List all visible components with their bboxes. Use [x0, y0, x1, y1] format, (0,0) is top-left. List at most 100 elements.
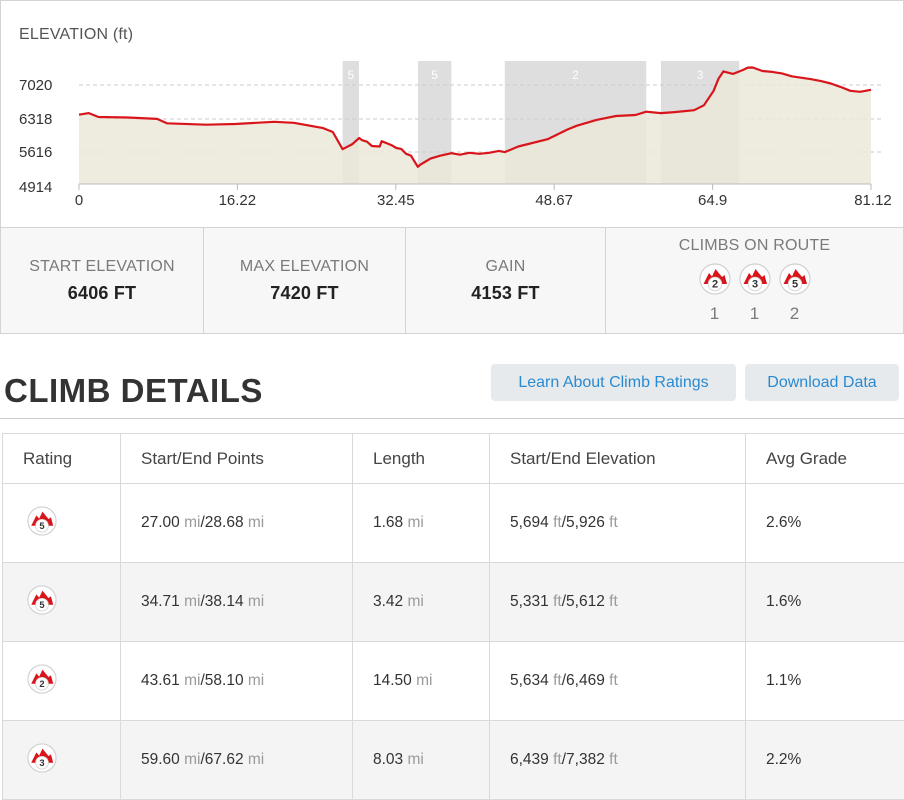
table-row[interactable]: 5 34.71 mi/38.14 mi 3.42 mi 5,331 ft/5,612 …	[2, 562, 904, 642]
climb-details-table: Rating Start/End Points Length Start/End…	[2, 433, 904, 800]
climb-category-icon: 5	[778, 263, 811, 300]
col-header-avg-grade[interactable]: Avg Grade	[745, 433, 904, 484]
col-header-rating[interactable]: Rating	[2, 433, 121, 484]
end-elevation: 7,382	[566, 751, 605, 768]
dist-unit: mi	[403, 593, 424, 610]
svg-text:5: 5	[39, 600, 44, 610]
climb-band-label: 5	[347, 68, 354, 82]
climb-band-label: 5	[431, 68, 438, 82]
elevation-chart: ELEVATION (ft) 5 5 2 3 7020 6318 5616 4914 0 16.…	[19, 26, 892, 209]
svg-text:2: 2	[711, 279, 717, 291]
avg-grade-cell: 1.1%	[745, 641, 904, 721]
svg-text:3: 3	[39, 758, 44, 768]
table-row[interactable]: 5 27.00 mi/28.68 mi 1.68 mi 5,694 ft/5,926 …	[2, 483, 904, 563]
climb-category-icon: 5	[27, 584, 57, 620]
elevation-area	[79, 67, 871, 184]
svg-text:2: 2	[39, 679, 44, 689]
max-elevation-stat: MAX ELEVATION 7420 FT	[204, 228, 406, 333]
start-point: 43.61	[141, 672, 180, 689]
dist-unit: mi	[411, 672, 433, 689]
dist-unit: mi	[179, 514, 201, 531]
length-value: 14.50	[373, 672, 412, 689]
dist-unit: mi	[243, 593, 265, 610]
start-point: 34.71	[141, 593, 180, 610]
chart-title: ELEVATION (ft)	[19, 26, 133, 43]
dist-unit: mi	[243, 514, 265, 531]
table-row[interactable]: 3 59.60 mi/67.62 mi 8.03 mi 6,439 ft/7,382 …	[2, 720, 904, 800]
gain-value: 4153 FT	[471, 282, 540, 303]
max-elevation-value: 7420 FT	[270, 282, 339, 303]
elev-unit: ft	[548, 751, 562, 768]
dist-unit: mi	[179, 593, 201, 610]
elev-unit: ft	[548, 672, 562, 689]
y-tick-label: 4914	[19, 179, 52, 196]
climb-category-icon: 3	[27, 742, 57, 778]
dist-unit: mi	[243, 672, 265, 689]
start-elevation: 6,439	[510, 751, 549, 768]
length-value: 3.42	[373, 593, 404, 610]
table-row[interactable]: 2 43.61 mi/58.10 mi 14.50 mi 5,634 ft/6,469…	[2, 641, 904, 721]
start-point: 59.60	[141, 751, 180, 768]
col-header-length[interactable]: Length	[352, 433, 490, 484]
y-tick-label: 6318	[19, 111, 52, 128]
elev-unit: ft	[604, 514, 618, 531]
length-value: 8.03	[373, 751, 404, 768]
download-data-button[interactable]: Download Data	[745, 364, 899, 401]
start-end-points-cell: 27.00 mi/28.68 mi	[120, 483, 353, 563]
end-point: 38.14	[204, 593, 244, 610]
length-cell: 14.50 mi	[352, 641, 490, 721]
rating-cell: 2	[2, 641, 121, 721]
start-elevation: 5,634	[510, 672, 549, 689]
learn-climb-ratings-button[interactable]: Learn About Climb Ratings	[491, 364, 736, 401]
rating-cell: 3	[2, 720, 121, 800]
start-elevation-stat: START ELEVATION 6406 FT	[1, 228, 204, 333]
climb-category-icon: 2	[27, 663, 57, 699]
start-elevation: 5,331	[510, 593, 549, 610]
gain-label: GAIN	[485, 257, 526, 275]
col-header-start-end-points[interactable]: Start/End Points	[120, 433, 353, 484]
elev-unit: ft	[604, 593, 618, 610]
end-elevation: 5,926	[566, 514, 605, 531]
x-tick-label: 64.9	[698, 192, 727, 209]
start-end-points-cell: 59.60 mi/67.62 mi	[120, 720, 353, 800]
climb-category-icon: 5	[27, 505, 57, 541]
start-elevation-value: 6406 FT	[67, 282, 137, 303]
elevation-line	[78, 66, 872, 168]
section-divider	[0, 418, 904, 419]
dist-unit: mi	[243, 751, 265, 768]
dist-unit: mi	[179, 672, 201, 689]
end-point: 58.10	[204, 672, 244, 689]
start-point: 27.00	[141, 514, 180, 531]
gain-stat: GAIN 4153 FT	[406, 228, 606, 333]
start-elevation: 5,694	[510, 514, 549, 531]
svg-text:5: 5	[39, 521, 44, 531]
table-header-row: Rating Start/End Points Length Start/End…	[2, 433, 904, 484]
col-header-start-end-elevation[interactable]: Start/End Elevation	[489, 433, 746, 484]
avg-grade-cell: 2.6%	[745, 483, 904, 563]
dist-unit: mi	[179, 751, 201, 768]
avg-grade-cell: 1.6%	[745, 562, 904, 642]
x-tick-label: 0	[75, 192, 83, 209]
max-elevation-label: MAX ELEVATION	[239, 257, 370, 275]
rating-cell: 5	[2, 562, 121, 642]
elevation-chart-panel: ELEVATION (ft) 5 5 2 3 7020 6318 5616 4914 0 16.…	[0, 0, 904, 228]
start-end-elevation-cell: 6,439 ft/7,382 ft	[489, 720, 746, 800]
start-end-elevation-cell: 5,331 ft/5,612 ft	[489, 562, 746, 642]
end-point: 28.68	[204, 514, 244, 531]
y-tick-label: 7020	[19, 77, 52, 94]
dist-unit: mi	[403, 514, 424, 531]
climb-count: 1	[709, 304, 720, 323]
length-cell: 3.42 mi	[352, 562, 490, 642]
elev-unit: ft	[604, 751, 618, 768]
dist-unit: mi	[403, 751, 424, 768]
x-tick-label: 81.12	[854, 192, 892, 209]
end-elevation: 5,612	[566, 593, 605, 610]
start-end-points-cell: 34.71 mi/38.14 mi	[120, 562, 353, 642]
svg-text:5: 5	[791, 279, 797, 291]
climb-band-label: 2	[572, 68, 579, 82]
avg-grade-cell: 2.2%	[745, 720, 904, 800]
